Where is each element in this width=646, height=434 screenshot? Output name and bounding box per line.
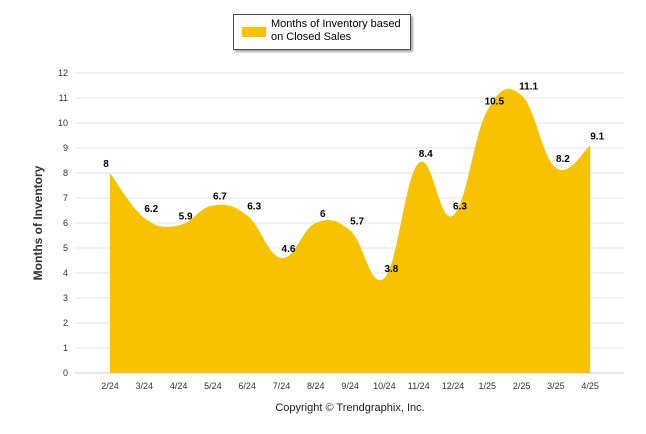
y-tick-label: 5 (63, 243, 68, 253)
y-tick-label: 11 (59, 93, 68, 103)
data-label: 3.8 (384, 264, 398, 275)
y-tick-label: 9 (63, 143, 68, 153)
x-tick-label: 4/25 (581, 381, 599, 391)
data-label: 5.7 (350, 217, 364, 228)
y-tick-label: 12 (58, 68, 68, 78)
y-tick-label: 8 (63, 168, 68, 178)
x-tick-label: 3/25 (547, 381, 565, 391)
x-tick-label: 11/24 (408, 381, 430, 391)
data-label: 6.2 (144, 204, 158, 215)
y-tick-label: 6 (63, 218, 68, 228)
data-label: 8.4 (419, 149, 433, 160)
y-tick-label: 4 (63, 268, 68, 278)
x-tick-label: 7/24 (273, 381, 291, 391)
x-tick-label: 5/24 (204, 381, 222, 391)
legend[interactable]: Months of Inventory based on Closed Sale… (233, 14, 411, 50)
x-tick-label: 1/25 (479, 381, 497, 391)
data-label: 10.5 (485, 97, 505, 108)
x-tick-label: 10/24 (373, 381, 396, 391)
data-label: 5.9 (179, 212, 193, 223)
x-tick-label: 2/25 (513, 381, 531, 391)
y-tick-label: 10 (58, 118, 68, 128)
x-tick-label: 9/24 (341, 381, 359, 391)
copyright-text: Copyright © Trendgraphix, Inc. (275, 402, 425, 414)
data-label: 6 (320, 209, 326, 220)
data-label: 4.6 (282, 244, 296, 255)
x-axis-ticks: 2/24 3/24 4/24 5/24 6/24 7/24 8/24 9/24 10/24 11/… (101, 381, 599, 391)
data-label: 8 (103, 159, 109, 170)
data-label: 6.3 (247, 202, 261, 213)
y-tick-label: 0 (63, 368, 68, 378)
data-labels: 8 6.2 5.9 6.7 6.3 4.6 6 5.7 3.8 8.4 6.3 10.5 11.1 8.2… (103, 82, 604, 276)
data-label: 11.1 (519, 82, 538, 93)
data-label: 8.2 (556, 154, 570, 165)
area-series (110, 88, 591, 373)
y-tick-label: 3 (63, 293, 68, 303)
x-tick-label: 4/24 (170, 381, 188, 391)
x-tick-label: 8/24 (307, 381, 325, 391)
legend-swatch (242, 27, 266, 37)
data-label: 6.7 (213, 192, 227, 203)
data-label: 6.3 (453, 202, 467, 213)
legend-label: Months of Inventory based on Closed Sale… (271, 18, 401, 43)
y-tick-label: 1 (63, 343, 68, 353)
y-tick-label: 7 (63, 193, 68, 203)
y-axis-title: Months of Inventory (31, 165, 45, 280)
x-tick-label: 12/24 (442, 381, 465, 391)
x-tick-label: 2/24 (101, 381, 119, 391)
x-tick-label: 6/24 (238, 381, 256, 391)
data-label: 9.1 (590, 132, 604, 143)
x-tick-label: 3/24 (136, 381, 154, 391)
y-tick-label: 2 (63, 318, 68, 328)
